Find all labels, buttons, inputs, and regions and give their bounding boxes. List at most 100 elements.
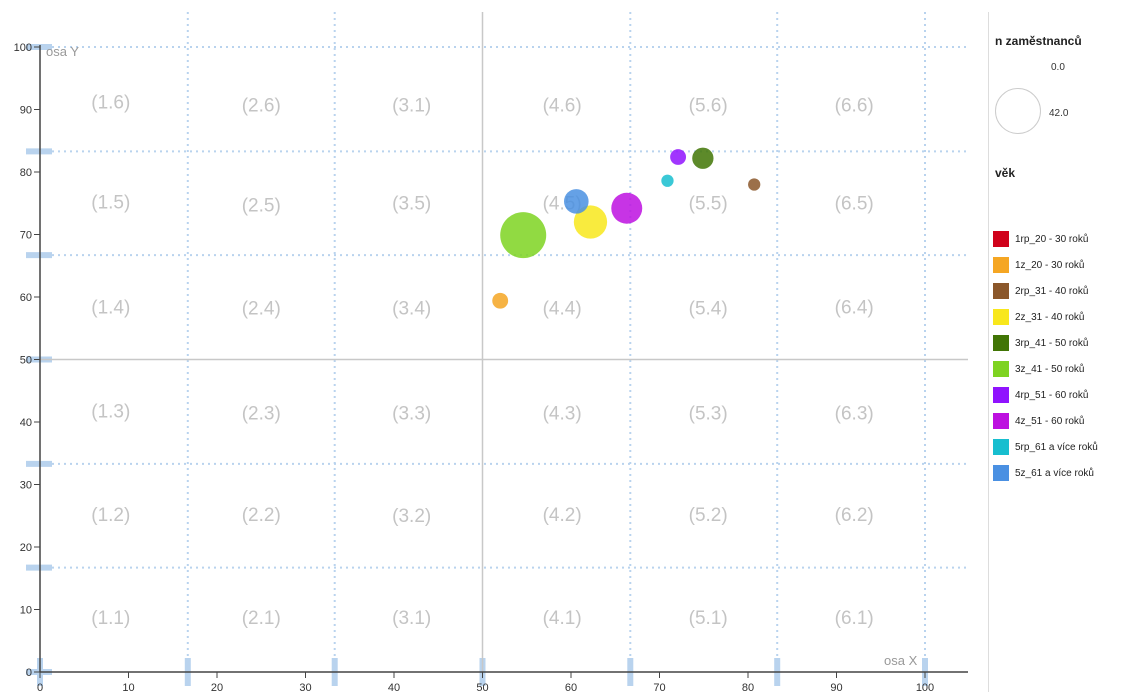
bubble-chart: (1.6) (2.6) (3.1) (4.6) (5.6) (6.6) (1.5) (2.5)… (14, 12, 968, 694)
y-tick-label: 10 (20, 605, 32, 617)
cell-label: (6.3) (835, 404, 874, 425)
cell-label: (6.2) (835, 505, 874, 526)
cell-label: (2.5) (242, 195, 281, 216)
cell-label: (5.4) (689, 299, 728, 320)
legend-item[interactable]: 3rp_41 - 50 roků (993, 330, 1098, 356)
cell-label: (5.2) (689, 505, 728, 526)
legend-swatch (993, 439, 1009, 455)
x-tick-label: 100 (916, 682, 934, 694)
size-legend-max-value: 42.0 (1049, 108, 1069, 119)
legend-item[interactable]: 2z_31 - 40 roků (993, 304, 1098, 330)
legend-item[interactable]: 4z_51 - 60 roků (993, 408, 1098, 434)
cell-label: (5.3) (689, 404, 728, 425)
legend-item[interactable]: 5z_61 a více roků (993, 460, 1098, 486)
x-tick-label: 10 (122, 682, 134, 694)
x-tick-label: 50 (476, 682, 488, 694)
legend-item-label: 2z_31 - 40 roků (1015, 311, 1085, 323)
bubble-point (573, 205, 608, 239)
size-legend-max-circle (995, 88, 1041, 134)
bubble-point (748, 178, 761, 191)
legend-swatch (993, 465, 1009, 481)
grid-handle-y (26, 252, 52, 259)
bubble-point (661, 174, 674, 187)
y-tick-label: 20 (20, 542, 32, 554)
x-tick-label: 80 (742, 682, 754, 694)
grid-handle-y (26, 564, 52, 571)
bubbles (492, 147, 761, 309)
legend-swatch (993, 387, 1009, 403)
x-tick-label: 90 (830, 682, 842, 694)
size-legend-min-value: 0.0 (1051, 62, 1065, 73)
cell-label: (3.2) (392, 506, 431, 527)
cell-label: (1.6) (91, 92, 130, 113)
legend-swatch (993, 361, 1009, 377)
cell-label: (1.3) (91, 402, 130, 423)
axes: 0 10 20 30 40 50 60 70 80 90 100 0 10 20 30 40 50 60 70 80 9… (14, 42, 968, 694)
x-tick-label: 60 (565, 682, 577, 694)
cell-label: (1.2) (91, 505, 130, 526)
y-axis-title: osa Y (46, 44, 79, 59)
y-tick-label: 30 (20, 480, 32, 492)
y-tick-label: 0 (26, 667, 32, 679)
size-legend-title: n zaměstnanců (995, 34, 1082, 48)
bubble-point (670, 149, 687, 165)
legend-swatch (993, 335, 1009, 351)
x-axis-title: osa X (884, 653, 918, 668)
legend-item-label: 3rp_41 - 50 roků (1015, 337, 1089, 349)
y-tick-label: 50 (20, 355, 32, 367)
bubble-point (564, 189, 589, 214)
color-legend-list: 1rp_20 - 30 roků 1z_20 - 30 roků 2rp_31 - … (993, 226, 1098, 486)
y-tick-label: 80 (20, 167, 32, 179)
cell-label: (5.5) (689, 194, 728, 215)
legend-swatch (993, 309, 1009, 325)
legend-item[interactable]: 2rp_31 - 40 roků (993, 278, 1098, 304)
cell-label: (3.3) (392, 404, 431, 425)
legend-item[interactable]: 5rp_61 a více roků (993, 434, 1098, 460)
cell-label: (3.4) (392, 299, 431, 320)
cell-label: (1.5) (91, 192, 130, 213)
cell-label: (6.1) (835, 608, 874, 629)
cell-label: (6.6) (835, 95, 874, 116)
cell-label: (2.6) (242, 95, 281, 116)
color-legend-title: věk (995, 166, 1016, 180)
legend-panel: n zaměstnanců 0.0 42.0 věk 1rp_20 - 30 r… (988, 12, 1119, 692)
cell-label: (2.2) (242, 505, 281, 526)
grid (26, 12, 968, 686)
bubble-point (492, 292, 509, 309)
cell-label: (5.1) (689, 608, 728, 629)
legend-item-label: 1z_20 - 30 roků (1015, 259, 1085, 271)
cell-label: (4.2) (543, 505, 582, 526)
cell-label: (5.6) (689, 95, 728, 116)
cell-label: (3.1) (392, 608, 431, 629)
bubble-point (500, 212, 547, 259)
cell-label: (6.5) (835, 194, 874, 215)
legend-item[interactable]: 1rp_20 - 30 roků (993, 226, 1098, 252)
x-tick-label: 70 (653, 682, 665, 694)
cell-label: (1.4) (91, 297, 130, 318)
legend-item-label: 3z_41 - 50 roků (1015, 363, 1085, 375)
legend-item[interactable]: 1z_20 - 30 roků (993, 252, 1098, 278)
y-tick-label: 90 (20, 105, 32, 117)
cell-label: (3.5) (392, 194, 431, 215)
legend-swatch (993, 257, 1009, 273)
legend-item[interactable]: 4rp_51 - 60 roků (993, 382, 1098, 408)
grid-handle-y (26, 148, 52, 155)
y-tick-label: 100 (14, 42, 32, 54)
legend-item[interactable]: 3z_41 - 50 roků (993, 356, 1098, 382)
y-tick-label: 60 (20, 292, 32, 304)
legend-swatch (993, 413, 1009, 429)
bubble-point (692, 147, 714, 169)
cell-label: (2.3) (242, 404, 281, 425)
legend-item-label: 4z_51 - 60 roků (1015, 415, 1085, 427)
legend-item-label: 5rp_61 a více roků (1015, 441, 1098, 453)
y-tick-label: 40 (20, 417, 32, 429)
cell-label: (4.1) (543, 608, 582, 629)
grid-handle-y (26, 460, 52, 467)
x-tick-label: 20 (211, 682, 223, 694)
legend-item-label: 2rp_31 - 40 roků (1015, 285, 1089, 297)
x-tick-label: 40 (388, 682, 400, 694)
cell-label: (4.6) (543, 95, 582, 116)
y-tick-label: 70 (20, 230, 32, 242)
legend-item-label: 4rp_51 - 60 roků (1015, 389, 1089, 401)
legend-item-label: 5z_61 a více roků (1015, 467, 1094, 479)
